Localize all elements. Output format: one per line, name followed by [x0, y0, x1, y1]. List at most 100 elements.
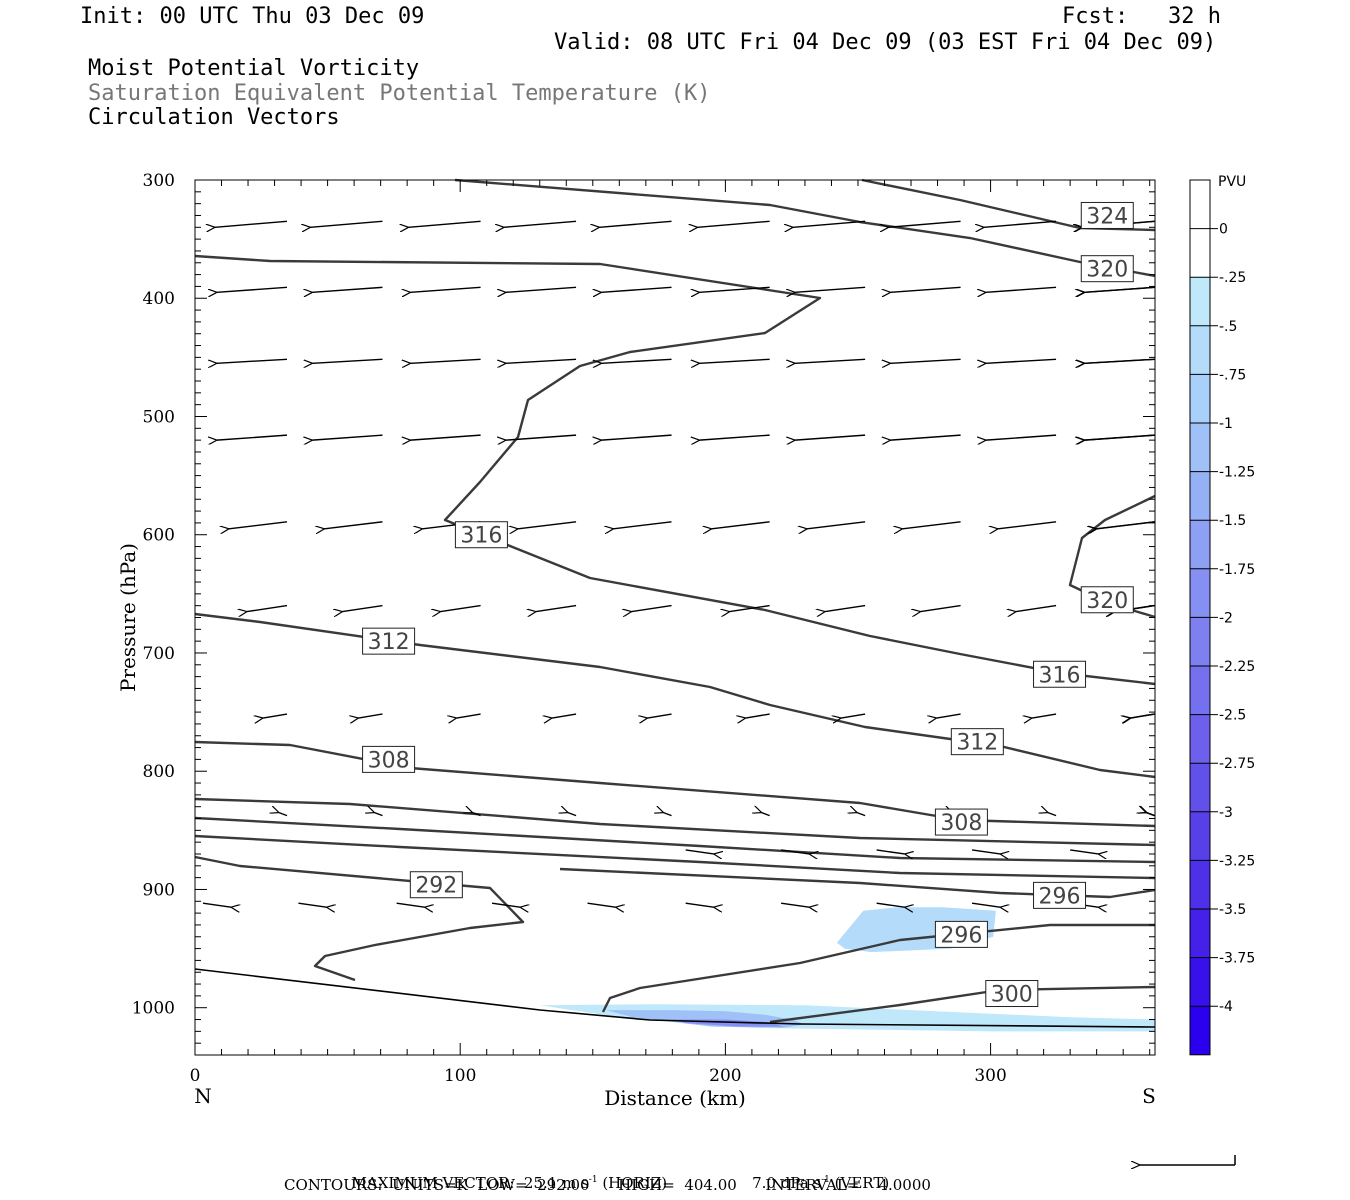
circulation-vector: [506, 286, 577, 292]
colorbar-label: -1.25: [1219, 465, 1255, 481]
contour-label-box: [454, 521, 508, 549]
colorbar-label: -4: [1219, 999, 1233, 1015]
contour-label-text: 292: [415, 874, 457, 899]
title-line-2: Saturation Equivalent Potential Temperat…: [88, 81, 711, 106]
circulation-vector: [1147, 813, 1156, 817]
colorbar-cell: [1190, 617, 1210, 666]
circulation-vector: [807, 521, 866, 529]
circulation-vector-low: [876, 902, 905, 907]
contour-label: 316: [454, 521, 508, 549]
circulation-vector: [263, 713, 288, 718]
valid-time-label: Valid: 08 UTC Fri 04 Dec 09 (03 EST Fri …: [554, 30, 1217, 55]
circulation-vector-low: [876, 849, 905, 854]
circulation-vector-low: [396, 902, 425, 907]
contour-label: 312: [362, 627, 416, 655]
contour-300-mid: [194, 816, 1156, 864]
contour-label-text: 296: [1039, 884, 1081, 909]
contour-312-upper: [194, 612, 1156, 779]
circulation-vector: [614, 521, 672, 529]
colorbar-cell: [1190, 666, 1210, 715]
colorbar-label: -3.5: [1219, 902, 1246, 918]
circulation-vector: [1085, 286, 1156, 292]
circulation-vector: [536, 604, 577, 612]
circulation-vector: [1085, 358, 1156, 363]
circulation-vector: [312, 358, 383, 363]
circulation-vector: [664, 813, 672, 817]
y-tick-label: 1000: [132, 999, 175, 1019]
contour-label-box: [985, 980, 1039, 1008]
circulation-vector: [712, 521, 770, 529]
contour-308-upper: [194, 740, 1156, 828]
circulation-vector: [903, 521, 961, 529]
contour-320-upper: [454, 178, 1156, 278]
circulation-vector-low: [491, 902, 520, 907]
colorbar-cell: [1190, 909, 1210, 958]
contour-label-text: 320: [1086, 589, 1128, 614]
circulation-vector: [217, 286, 288, 292]
colorbar-cell: [1190, 1006, 1210, 1055]
circulation-vector: [568, 813, 577, 817]
circulation-vector: [411, 286, 481, 292]
circulation-vector: [600, 220, 672, 227]
pvu-colorbar: PVU 0 -.25 -.5 -.75 -1 -1.25 -1.5 -1.75 -2 -2.25 -2…: [1189, 174, 1255, 1056]
circulation-vector: [552, 713, 577, 718]
colorbar-cell: [1190, 763, 1210, 812]
circulation-vector: [730, 604, 770, 612]
colorbar-cell: [1190, 860, 1210, 909]
colorbar-cell: [1190, 568, 1210, 618]
contour-label-text: 312: [956, 731, 998, 756]
circulation-vector: [1097, 521, 1156, 529]
title-line-1: Moist Potential Vorticity: [88, 56, 420, 81]
circulation-vector: [700, 434, 770, 440]
circulation-vector: [312, 286, 383, 292]
contour-label-text: 308: [368, 748, 410, 773]
contour-label: 300: [985, 980, 1039, 1008]
circulation-vector: [602, 286, 672, 292]
contour-label: 316: [1033, 660, 1087, 688]
plot-frame: 300 400 500 600 700 800 900 1000 0 100 200 300 N S Dis…: [116, 171, 1156, 1110]
y-tick-label: 300: [143, 171, 175, 191]
contour-label: 296: [1033, 881, 1087, 909]
circulation-vector-low: [1070, 849, 1098, 854]
colorbar-label: -2: [1219, 610, 1233, 626]
circulation-vector: [891, 286, 961, 292]
contour-label-box: [1080, 201, 1134, 229]
contour-label: 312: [950, 728, 1004, 756]
colorbar-cell: [1190, 471, 1210, 521]
colorbar-cell: [1190, 277, 1210, 326]
circulation-vector: [998, 521, 1057, 529]
contours-note: CONTOURS: UNITS=K LOW= 292.00 HIGH= 404.…: [284, 1176, 931, 1194]
y-axis-title: Pressure (hPa): [116, 543, 140, 692]
circulation-vector: [279, 813, 288, 817]
x-end-label-south: S: [1142, 1084, 1156, 1108]
colorbar-cell: [1190, 325, 1210, 375]
circulation-vector: [795, 358, 866, 363]
y-tick-label: 700: [143, 644, 175, 664]
contour-label: 324: [1080, 201, 1134, 229]
circulation-vector: [312, 434, 383, 440]
max-vector-reference-arrow: [1140, 1155, 1236, 1165]
contour-label-text: 316: [1039, 663, 1081, 688]
colorbar-cell: [1190, 957, 1210, 1007]
circulation-vector: [795, 434, 866, 440]
colorbar-label: -.25: [1219, 270, 1246, 286]
contour-label-box: [1080, 255, 1134, 283]
theta-contours: [194, 178, 1156, 1028]
circulation-vector: [247, 604, 288, 612]
colorbar-cell: [1190, 811, 1210, 861]
circulation-vector: [506, 358, 577, 363]
circulation-vector: [698, 220, 770, 227]
contour-label: 320: [1080, 586, 1134, 614]
circulation-vector-low: [685, 902, 714, 907]
circulation-vector: [700, 286, 770, 292]
circulation-vector: [310, 220, 383, 227]
circulation-vector: [700, 358, 770, 363]
circulation-vector: [795, 286, 866, 292]
colorbar-label: -1.75: [1219, 562, 1255, 578]
contour-label-box: [362, 745, 416, 773]
circulation-vector: [473, 813, 481, 817]
circulation-vector: [518, 521, 577, 529]
contour-label: 308: [934, 808, 988, 836]
contour-300-low: [769, 985, 1156, 1024]
